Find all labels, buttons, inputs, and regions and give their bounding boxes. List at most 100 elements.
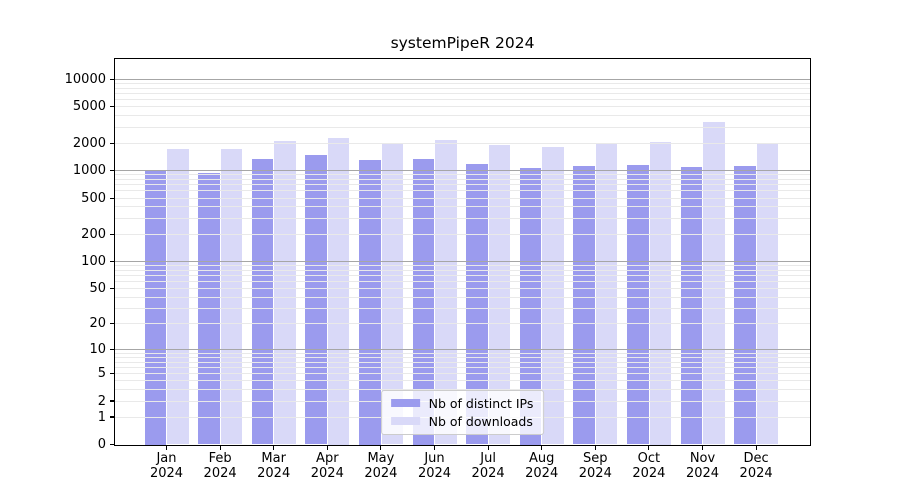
x-tick-label-sep: Sep 2024 — [578, 451, 612, 481]
bar-downloads-dec — [756, 143, 779, 445]
gridline-minor — [115, 373, 810, 374]
gridline-minor — [115, 288, 810, 290]
y-tick-label: 1000 — [72, 163, 106, 179]
gridline-minor — [115, 206, 810, 208]
bar-downloads-oct — [649, 142, 671, 445]
legend-item-downloads: Nb of downloads — [390, 413, 534, 429]
y-tick-mark — [109, 443, 114, 446]
gridline-minor — [115, 126, 810, 128]
x-tick-mark — [219, 445, 221, 450]
legend-label-distinct-ips: Nb of distinct IPs — [428, 395, 534, 411]
bar-distinct-ips-aug — [519, 168, 542, 445]
gridline-minor — [115, 83, 810, 85]
x-tick-mark — [755, 445, 757, 450]
gridline-minor — [115, 99, 810, 101]
x-tick-mark — [701, 445, 704, 450]
y-tick-label: 50 — [89, 281, 106, 297]
gridline-minor — [115, 380, 810, 382]
x-tick-mark — [487, 445, 489, 450]
y-tick-label: 10 — [89, 342, 106, 357]
legend-item-distinct-ips: Nb of distinct IPs — [390, 395, 534, 411]
x-tick-label-apr: Apr 2024 — [310, 451, 344, 481]
gridline-major — [115, 261, 810, 263]
y-tick-label: 1 — [97, 409, 106, 425]
gridline-minor — [115, 233, 810, 235]
x-tick-mark — [594, 445, 596, 450]
bar-distinct-ips-may — [359, 160, 381, 445]
x-tick-label-jul: Jul 2024 — [471, 451, 505, 481]
y-tick-label: 5 — [97, 366, 106, 381]
y-tick-mark — [109, 323, 114, 325]
x-tick-label-aug: Aug 2024 — [525, 451, 559, 481]
y-tick-mark — [109, 261, 114, 263]
bar-distinct-ips-nov — [680, 167, 703, 445]
gridline-minor — [115, 352, 810, 354]
chart-title: systemPipeR 2024 — [390, 34, 535, 52]
gridline-minor — [115, 174, 810, 176]
gridline-minor — [115, 197, 810, 199]
gridline-minor — [115, 323, 810, 325]
y-tick-mark — [109, 288, 114, 290]
x-tick-mark — [433, 445, 436, 450]
y-tick-label: 5000 — [72, 99, 106, 115]
bar-downloads-feb — [220, 148, 243, 445]
x-tick-label-jan: Jan 2024 — [149, 451, 184, 481]
y-tick-label: 0 — [97, 437, 106, 452]
y-tick-mark — [109, 372, 114, 375]
bar-distinct-ips-dec — [734, 165, 756, 445]
legend-label-downloads: Nb of downloads — [428, 413, 533, 429]
bar-distinct-ips-apr — [305, 154, 327, 445]
y-tick-label: 100 — [81, 254, 106, 270]
legend-swatch-downloads-icon — [390, 416, 420, 426]
y-tick-label: 10000 — [64, 71, 106, 87]
bar-distinct-ips-mar — [251, 158, 274, 445]
gridline-minor — [115, 184, 810, 186]
y-tick-mark — [109, 142, 114, 144]
y-tick-label: 2 — [97, 393, 106, 409]
bar-downloads-jul — [488, 145, 511, 445]
y-tick-label: 20 — [89, 316, 106, 332]
y-tick-mark — [109, 348, 114, 351]
gridline-minor — [115, 281, 810, 283]
gridline-minor — [115, 87, 810, 89]
x-tick-mark — [326, 445, 328, 450]
gridline-minor — [115, 179, 810, 180]
x-tick-mark — [165, 445, 168, 450]
y-tick-mark — [109, 400, 114, 402]
gridline-minor — [115, 217, 810, 219]
x-tick-mark — [648, 445, 650, 450]
x-tick-mark — [380, 445, 382, 450]
gridline-minor — [115, 356, 810, 358]
bar-downloads-sep — [595, 142, 618, 445]
x-tick-mark — [541, 445, 543, 450]
gridline-major — [115, 170, 810, 172]
legend: Nb of distinct IPs Nb of downloads — [380, 389, 545, 435]
x-tick-label-oct: Oct 2024 — [632, 451, 666, 481]
bar-downloads-jun — [435, 139, 457, 445]
y-tick-label: 200 — [81, 226, 106, 242]
x-tick-label-may: May 2024 — [364, 451, 398, 481]
plot-area: Nb of distinct IPs Nb of downloads — [114, 58, 811, 446]
gridline-minor — [115, 106, 810, 108]
bar-downloads-nov — [703, 122, 725, 445]
gridline-minor — [115, 366, 810, 368]
bar-downloads-mar — [274, 141, 296, 445]
gridline-minor — [115, 275, 810, 276]
gridline-major — [115, 349, 810, 350]
y-tick-label: 2000 — [72, 135, 106, 151]
y-tick-mark — [109, 78, 114, 80]
x-tick-label-feb: Feb 2024 — [203, 451, 237, 481]
gridline-minor — [115, 361, 810, 363]
gridline-minor — [115, 93, 810, 95]
x-tick-label-dec: Dec 2024 — [739, 451, 773, 481]
y-tick-mark — [109, 106, 114, 108]
bar-downloads-aug — [542, 147, 564, 445]
gridline-minor — [115, 142, 810, 144]
x-tick-label-nov: Nov 2024 — [685, 451, 720, 481]
y-tick-mark — [109, 197, 114, 199]
gridline-major — [115, 78, 810, 80]
gridline-minor — [115, 269, 810, 271]
y-tick-label: 500 — [81, 190, 106, 206]
plot-inner — [115, 59, 810, 445]
